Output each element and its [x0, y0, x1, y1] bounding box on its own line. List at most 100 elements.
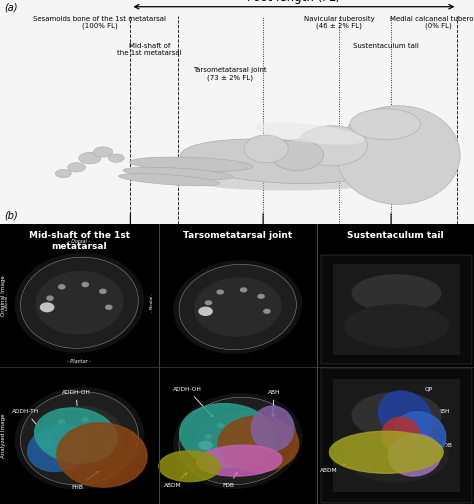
Text: ADDH-TH: ADDH-TH	[12, 409, 50, 439]
Ellipse shape	[119, 173, 219, 186]
Text: Mid-shaft of
the 1st metatarsal: Mid-shaft of the 1st metatarsal	[117, 43, 182, 55]
Ellipse shape	[344, 429, 449, 482]
Ellipse shape	[99, 424, 107, 429]
Ellipse shape	[58, 419, 65, 425]
Bar	[333, 264, 460, 355]
Ellipse shape	[244, 135, 288, 163]
Ellipse shape	[389, 434, 441, 476]
Ellipse shape	[15, 253, 144, 353]
Ellipse shape	[194, 277, 282, 337]
Bar	[321, 368, 472, 502]
Ellipse shape	[194, 410, 282, 472]
Ellipse shape	[180, 404, 275, 467]
Ellipse shape	[93, 147, 113, 157]
Text: QP: QP	[410, 387, 432, 404]
Ellipse shape	[20, 257, 138, 348]
Text: Analyzed Image: Analyzed Image	[1, 413, 6, 458]
Ellipse shape	[46, 431, 54, 436]
Ellipse shape	[46, 295, 54, 301]
Text: Mid-shaft of the 1st
metatarsal: Mid-shaft of the 1st metatarsal	[29, 231, 130, 250]
Ellipse shape	[257, 294, 265, 299]
Text: FDB: FDB	[423, 443, 453, 459]
Ellipse shape	[344, 304, 449, 348]
Ellipse shape	[257, 427, 265, 432]
Text: - Dorsal -: - Dorsal -	[68, 239, 91, 244]
Ellipse shape	[251, 406, 294, 451]
Text: ABH: ABH	[268, 390, 280, 416]
Ellipse shape	[337, 106, 460, 205]
Ellipse shape	[123, 167, 233, 180]
Text: ABDM: ABDM	[320, 453, 374, 473]
Ellipse shape	[350, 109, 420, 140]
Ellipse shape	[263, 309, 271, 314]
Text: Foot length (FL): Foot length (FL)	[247, 0, 340, 5]
Ellipse shape	[393, 412, 446, 459]
Text: ABDM: ABDM	[164, 473, 187, 488]
Bar	[333, 379, 460, 492]
Text: - Medial -: - Medial -	[150, 293, 154, 312]
Text: FHB: FHB	[71, 471, 99, 490]
Text: (b): (b)	[5, 210, 18, 220]
Text: ADDH-OH: ADDH-OH	[173, 387, 213, 417]
Text: (a): (a)	[5, 2, 18, 12]
Ellipse shape	[129, 157, 253, 171]
Text: - Lateral -: - Lateral -	[5, 293, 9, 312]
Text: ADDH-OH: ADDH-OH	[62, 390, 91, 416]
Text: Sesamoids bone of the 1st metatarsal
(100% FL): Sesamoids bone of the 1st metatarsal (10…	[33, 16, 166, 29]
Text: FHB: FHB	[264, 434, 289, 454]
Ellipse shape	[35, 271, 124, 335]
Ellipse shape	[15, 387, 144, 489]
Ellipse shape	[205, 434, 212, 439]
Text: FDB: FDB	[223, 472, 237, 488]
Ellipse shape	[105, 304, 113, 310]
Text: Original Image: Original Image	[1, 275, 6, 316]
Ellipse shape	[173, 393, 302, 489]
Ellipse shape	[351, 274, 442, 312]
Ellipse shape	[105, 440, 113, 446]
Ellipse shape	[68, 163, 85, 172]
Text: Navicular tuberosity
(46 ± 2% FL): Navicular tuberosity (46 ± 2% FL)	[303, 16, 374, 29]
Ellipse shape	[35, 406, 124, 471]
Ellipse shape	[256, 122, 365, 145]
Ellipse shape	[58, 284, 65, 289]
Ellipse shape	[55, 169, 71, 178]
Ellipse shape	[159, 451, 220, 482]
Ellipse shape	[198, 306, 213, 316]
Text: - Plantar -: - Plantar -	[67, 359, 91, 364]
Ellipse shape	[217, 289, 224, 295]
Ellipse shape	[205, 300, 212, 305]
Ellipse shape	[35, 408, 117, 463]
Ellipse shape	[218, 416, 299, 472]
Ellipse shape	[40, 438, 55, 448]
Text: Tarsometatarsal joint
(73 ± 2% FL): Tarsometatarsal joint (73 ± 2% FL)	[193, 68, 267, 81]
Ellipse shape	[379, 391, 432, 441]
Ellipse shape	[179, 265, 296, 350]
Ellipse shape	[79, 152, 101, 164]
Ellipse shape	[200, 175, 376, 191]
Ellipse shape	[179, 397, 296, 485]
Ellipse shape	[82, 417, 89, 422]
Text: Medial calcaneal tuberosity
(0% FL): Medial calcaneal tuberosity (0% FL)	[391, 16, 474, 29]
Ellipse shape	[20, 392, 138, 485]
Ellipse shape	[57, 423, 147, 487]
Ellipse shape	[197, 445, 282, 476]
Ellipse shape	[382, 417, 419, 454]
Ellipse shape	[99, 289, 107, 294]
Ellipse shape	[198, 440, 213, 450]
Text: ABH: ABH	[427, 409, 451, 427]
Ellipse shape	[181, 139, 378, 183]
Ellipse shape	[217, 423, 224, 428]
Ellipse shape	[351, 392, 442, 439]
Text: Sustentaculum tail: Sustentaculum tail	[347, 231, 444, 240]
Ellipse shape	[27, 424, 91, 472]
Ellipse shape	[82, 282, 89, 287]
Text: Sustentaculum tail: Sustentaculum tail	[354, 43, 419, 48]
Ellipse shape	[329, 431, 443, 473]
Ellipse shape	[263, 443, 271, 448]
Ellipse shape	[297, 125, 367, 166]
Text: Tarsometatarsal joint: Tarsometatarsal joint	[183, 231, 292, 240]
Ellipse shape	[240, 421, 247, 426]
Ellipse shape	[173, 260, 302, 354]
Ellipse shape	[240, 287, 247, 292]
Bar	[321, 255, 472, 364]
